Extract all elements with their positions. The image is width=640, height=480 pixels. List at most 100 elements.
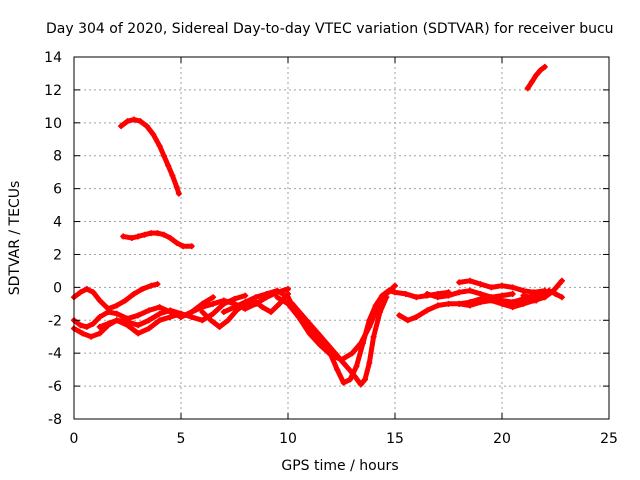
y-axis-label: SDTVAR / TECUs bbox=[7, 181, 23, 296]
x-tick-label: 5 bbox=[177, 431, 186, 447]
data-point-marker bbox=[175, 190, 182, 197]
data-point-marker bbox=[77, 322, 84, 329]
data-point-marker bbox=[160, 231, 167, 238]
data-point-marker bbox=[392, 282, 398, 289]
data-point-marker bbox=[135, 312, 142, 319]
data-point-marker bbox=[113, 310, 120, 317]
data-point-marker bbox=[124, 118, 131, 125]
data-point-marker bbox=[524, 85, 531, 92]
data-point-marker bbox=[533, 297, 540, 304]
data-point-marker bbox=[90, 289, 97, 296]
data-point-marker bbox=[396, 312, 403, 319]
data-point-marker bbox=[216, 323, 223, 330]
data-point-marker bbox=[130, 116, 137, 123]
data-point-marker bbox=[424, 307, 431, 314]
data-point-marker bbox=[466, 277, 473, 284]
data-point-marker bbox=[274, 294, 281, 301]
data-point-marker bbox=[377, 309, 384, 316]
data-point-marker bbox=[306, 327, 313, 334]
data-point-marker bbox=[167, 307, 174, 314]
data-point-marker bbox=[96, 297, 103, 304]
data-point-marker bbox=[77, 289, 84, 296]
y-tick-label: -2 bbox=[48, 313, 62, 329]
plot-frame bbox=[73, 56, 610, 420]
y-tick-label: 10 bbox=[44, 116, 62, 132]
data-point-marker bbox=[499, 282, 505, 289]
data-point-marker bbox=[135, 330, 142, 337]
data-point-marker bbox=[323, 340, 330, 347]
data-point-marker bbox=[488, 284, 495, 291]
data-point-marker bbox=[353, 363, 360, 370]
series-arc-high bbox=[118, 116, 182, 197]
data-point-marker bbox=[178, 313, 184, 320]
data-point-marker bbox=[289, 300, 296, 307]
data-point-marker bbox=[539, 292, 546, 299]
data-point-marker bbox=[413, 294, 420, 301]
data-point-marker bbox=[83, 323, 90, 330]
data-point-marker bbox=[130, 290, 137, 297]
y-tick-label: 12 bbox=[44, 83, 62, 99]
data-point-marker bbox=[327, 351, 334, 358]
data-point-marker bbox=[124, 318, 131, 325]
data-point-marker bbox=[456, 300, 463, 307]
series-arc-d bbox=[96, 292, 249, 330]
data-point-marker bbox=[509, 284, 516, 291]
data-point-marker bbox=[242, 292, 249, 299]
data-point-marker bbox=[434, 294, 441, 301]
data-point-marker bbox=[541, 63, 548, 70]
x-axis-label: GPS time / hours bbox=[281, 458, 398, 474]
data-point-marker bbox=[242, 299, 249, 306]
data-point-marker bbox=[135, 233, 142, 240]
data-point-marker bbox=[366, 317, 373, 324]
data-point-marker bbox=[167, 313, 174, 320]
data-point-marker bbox=[154, 281, 161, 288]
data-point-marker bbox=[558, 277, 565, 284]
data-point-marker bbox=[340, 379, 347, 386]
data-point-marker bbox=[347, 376, 354, 383]
data-point-marker bbox=[349, 369, 356, 376]
data-point-marker bbox=[173, 183, 180, 190]
chart-title: Day 304 of 2020, Sidereal Day-to-day VTE… bbox=[46, 21, 614, 37]
data-point-marker bbox=[528, 78, 535, 85]
series-arc-h bbox=[274, 287, 452, 386]
data-point-marker bbox=[156, 310, 163, 317]
data-point-marker bbox=[404, 317, 411, 324]
data-point-marker bbox=[413, 313, 420, 320]
data-point-marker bbox=[145, 317, 152, 324]
data-point-marker bbox=[173, 239, 180, 246]
data-point-marker bbox=[145, 307, 152, 314]
data-point-marker bbox=[334, 366, 341, 373]
data-point-marker bbox=[297, 310, 304, 317]
data-point-marker bbox=[231, 304, 238, 311]
data-point-marker bbox=[150, 131, 157, 138]
data-point-marker bbox=[362, 376, 369, 383]
data-point-marker bbox=[113, 317, 120, 324]
data-point-marker bbox=[477, 299, 484, 306]
data-point-marker bbox=[118, 123, 125, 130]
data-point-marker bbox=[379, 292, 386, 299]
series-trace bbox=[289, 294, 389, 387]
data-point-marker bbox=[537, 67, 544, 74]
y-tick-label: -6 bbox=[48, 379, 62, 395]
y-tick-label: 2 bbox=[53, 247, 62, 263]
data-point-marker bbox=[207, 317, 214, 324]
data-point-marker bbox=[79, 330, 86, 337]
data-point-marker bbox=[135, 322, 142, 329]
data-point-marker bbox=[188, 243, 195, 250]
data-point-marker bbox=[509, 290, 516, 297]
data-point-marker bbox=[520, 300, 527, 307]
data-point-marker bbox=[120, 233, 127, 240]
data-point-marker bbox=[366, 360, 373, 367]
data-point-marker bbox=[220, 309, 227, 316]
data-point-marker bbox=[148, 282, 155, 289]
data-point-marker bbox=[434, 302, 441, 309]
x-tick-label: 25 bbox=[600, 431, 618, 447]
data-point-marker bbox=[128, 235, 135, 241]
data-point-marker bbox=[349, 350, 356, 357]
y-tick-label: 4 bbox=[53, 215, 62, 231]
data-point-marker bbox=[285, 294, 291, 301]
data-point-marker bbox=[83, 286, 90, 293]
y-tick-label: 0 bbox=[53, 280, 62, 296]
data-point-marker bbox=[306, 320, 313, 327]
